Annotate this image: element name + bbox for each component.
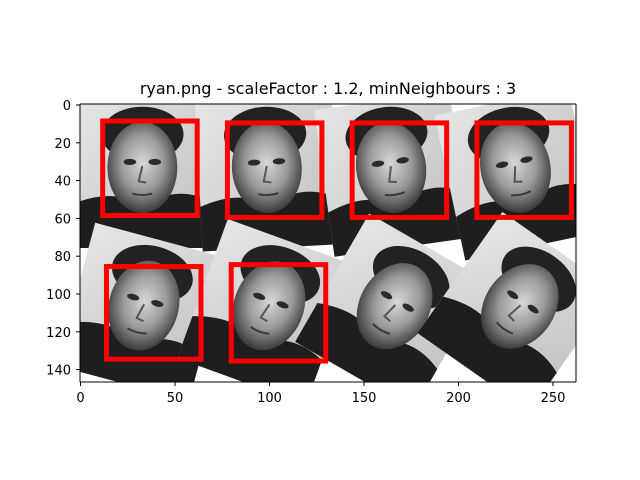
mouth-shape bbox=[132, 192, 153, 197]
mouth-shape bbox=[126, 327, 147, 335]
y-tick-label: 120 bbox=[46, 326, 71, 341]
y-tick-label: 40 bbox=[54, 175, 71, 190]
y-tick-label: 140 bbox=[46, 364, 71, 379]
face-detection-box bbox=[224, 120, 325, 220]
nose-shape bbox=[259, 303, 271, 323]
face-detection-box bbox=[103, 264, 204, 362]
nose-shape bbox=[388, 166, 397, 184]
mouth-shape bbox=[384, 191, 406, 197]
eye-shape bbox=[402, 303, 414, 312]
y-tick-label: 0 bbox=[63, 99, 71, 114]
jacket-shape bbox=[417, 296, 557, 382]
x-axis: 0 50 100 150 200 250 bbox=[76, 382, 565, 406]
y-tick-label: 100 bbox=[46, 288, 71, 303]
eye-shape bbox=[520, 156, 533, 163]
face-tile bbox=[295, 213, 488, 382]
eye-shape bbox=[276, 301, 289, 309]
face-detection-box bbox=[474, 120, 574, 220]
eye-shape bbox=[151, 300, 164, 307]
mouth-shape bbox=[258, 192, 279, 197]
axes-frame bbox=[79, 103, 577, 383]
face-tile bbox=[417, 211, 576, 382]
nose-shape bbox=[507, 304, 522, 322]
face-detection-box bbox=[228, 262, 329, 364]
mouth-shape bbox=[372, 323, 391, 335]
eye-shape bbox=[123, 158, 137, 165]
x-tick-label: 50 bbox=[167, 391, 184, 406]
x-tick-label: 200 bbox=[446, 391, 471, 406]
face-grid-image bbox=[80, 104, 576, 382]
eye-shape bbox=[148, 158, 162, 165]
mouth-shape bbox=[511, 190, 532, 197]
eye-shape bbox=[527, 304, 539, 314]
x-tick-label: 250 bbox=[541, 391, 566, 406]
mouth-shape bbox=[495, 321, 514, 335]
eye-shape bbox=[371, 160, 385, 167]
nose-shape bbox=[513, 166, 523, 183]
y-tick-label: 60 bbox=[54, 212, 71, 227]
eye-shape bbox=[507, 290, 519, 300]
x-tick-label: 100 bbox=[257, 391, 282, 406]
y-axis: 0 20 40 60 80 100 120 140 bbox=[46, 99, 80, 379]
face-detection-box bbox=[349, 120, 450, 220]
eye-shape bbox=[495, 161, 509, 169]
y-tick-label: 80 bbox=[54, 250, 71, 265]
jacket-shape bbox=[295, 303, 438, 382]
eye-shape bbox=[253, 292, 266, 300]
mouth-shape bbox=[250, 326, 270, 335]
eye-shape bbox=[127, 293, 140, 301]
nose-shape bbox=[135, 303, 146, 323]
eye-shape bbox=[396, 157, 409, 164]
y-tick-label: 20 bbox=[54, 137, 71, 152]
eye-shape bbox=[247, 159, 261, 166]
nose-shape bbox=[262, 165, 272, 184]
nose-shape bbox=[137, 165, 147, 184]
plot-title: ryan.png - scaleFactor : 1.2, minNeighbo… bbox=[140, 79, 516, 98]
eye-shape bbox=[272, 158, 286, 165]
x-tick-label: 150 bbox=[352, 391, 377, 406]
face-detection-box bbox=[100, 118, 200, 219]
nose-shape bbox=[383, 304, 397, 322]
x-tick-label: 0 bbox=[76, 391, 84, 406]
eye-shape bbox=[380, 291, 393, 300]
